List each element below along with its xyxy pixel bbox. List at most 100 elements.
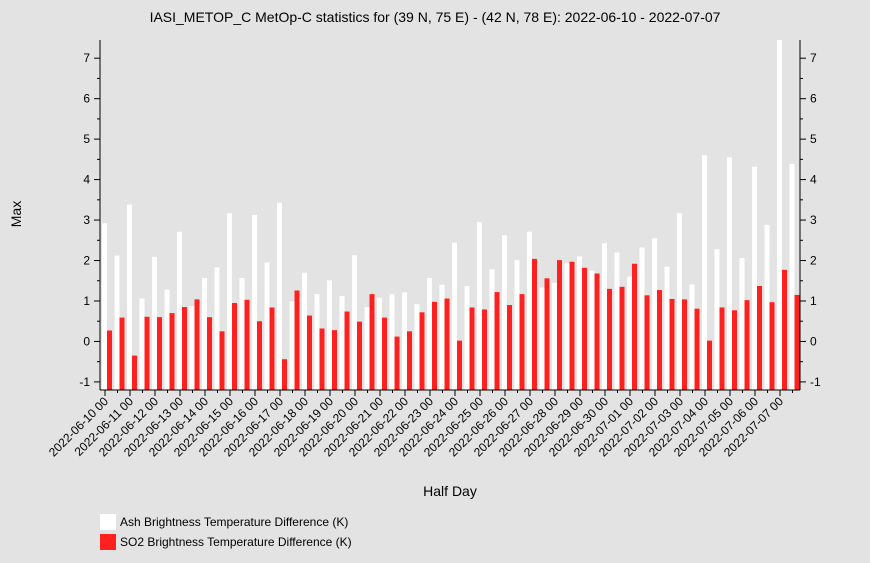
y-tick-label-left: 1 bbox=[83, 294, 90, 308]
ash-bar bbox=[639, 247, 645, 390]
ash-bar bbox=[264, 262, 270, 390]
so2-bar bbox=[557, 260, 562, 390]
so2-bar bbox=[782, 269, 787, 390]
ash-bar bbox=[402, 292, 407, 390]
y-tick-label-right: 7 bbox=[810, 51, 817, 65]
ash-bar bbox=[664, 266, 670, 390]
so2-bar bbox=[594, 273, 600, 390]
ash-bar bbox=[214, 267, 220, 390]
ash-bar bbox=[227, 213, 232, 390]
y-tick-label-left: 3 bbox=[83, 213, 90, 227]
so2-bar bbox=[132, 355, 137, 390]
so2-bar bbox=[432, 301, 437, 390]
so2-bar bbox=[719, 307, 725, 390]
so2-bar bbox=[107, 330, 112, 390]
ash-bar bbox=[489, 269, 495, 390]
so2-bar bbox=[532, 258, 537, 390]
ash-bar bbox=[552, 282, 557, 390]
ash-bar bbox=[289, 301, 295, 390]
ash-bar bbox=[727, 157, 732, 390]
ash-bar bbox=[239, 277, 245, 390]
so2-bar bbox=[257, 321, 262, 390]
legend-swatch-so2 bbox=[100, 534, 116, 550]
so2-bar bbox=[657, 290, 662, 390]
so2-bar bbox=[632, 263, 637, 390]
legend-label-so2: SO2 Brightness Temperature Difference (K… bbox=[120, 535, 352, 549]
ash-bar bbox=[352, 255, 357, 390]
ash-bar bbox=[389, 294, 395, 390]
so2-bar bbox=[144, 316, 150, 390]
ash-bar bbox=[414, 304, 420, 390]
chart-title: IASI_METOP_C MetOp-C statistics for (39 … bbox=[149, 9, 721, 25]
ash-bar bbox=[114, 255, 120, 390]
so2-bar bbox=[307, 315, 312, 390]
ash-bar bbox=[589, 270, 595, 390]
ash-bar bbox=[527, 231, 532, 390]
y-tick-label-left: 2 bbox=[83, 254, 90, 268]
y-tick-label-left: 5 bbox=[83, 132, 90, 146]
so2-bar bbox=[344, 311, 350, 390]
so2-bar bbox=[394, 336, 400, 390]
so2-bar bbox=[369, 294, 375, 390]
so2-bar bbox=[357, 321, 362, 390]
ash-bar bbox=[439, 284, 445, 390]
ash-bar bbox=[627, 276, 632, 390]
ash-bar bbox=[377, 297, 382, 390]
y-tick-label-left: 7 bbox=[83, 51, 90, 65]
ash-bar bbox=[702, 155, 707, 390]
legend-label-ash: Ash Brightness Temperature Difference (K… bbox=[120, 515, 349, 529]
so2-bar bbox=[507, 305, 512, 390]
ash-bar bbox=[202, 277, 207, 390]
so2-bar bbox=[682, 299, 687, 390]
so2-bar bbox=[157, 317, 162, 390]
so2-bar bbox=[694, 308, 700, 390]
legend-item-so2: SO2 Brightness Temperature Difference (K… bbox=[100, 532, 352, 552]
ash-bar bbox=[127, 204, 132, 390]
y-tick-label-right: 0 bbox=[810, 334, 817, 348]
y-tick-label-left: 6 bbox=[83, 92, 90, 106]
ash-bar bbox=[739, 258, 745, 390]
ash-bar bbox=[164, 289, 170, 390]
ash-bar bbox=[139, 298, 145, 390]
bars-layer bbox=[102, 40, 800, 390]
so2-bar bbox=[282, 359, 287, 390]
y-tick-label-right: 5 bbox=[810, 132, 817, 146]
y-tick-label-right: 4 bbox=[810, 173, 817, 187]
ash-bar bbox=[539, 287, 545, 390]
so2-bar bbox=[232, 303, 237, 390]
y-axis-label: Max bbox=[8, 200, 24, 228]
so2-bar bbox=[732, 310, 737, 390]
so2-bar bbox=[644, 295, 650, 390]
y-tick-label-left: -1 bbox=[79, 375, 90, 389]
x-axis-label: Half Day bbox=[423, 483, 477, 499]
so2-bar bbox=[219, 331, 225, 390]
so2-bar bbox=[569, 261, 575, 390]
so2-bar bbox=[194, 299, 200, 390]
ash-bar bbox=[502, 235, 507, 390]
so2-bar bbox=[744, 300, 750, 390]
ash-bar bbox=[452, 242, 457, 390]
so2-bar bbox=[482, 309, 487, 390]
so2-bar bbox=[444, 298, 450, 390]
ash-bar bbox=[677, 213, 682, 390]
y-tick-label-right: 1 bbox=[810, 294, 817, 308]
so2-bar bbox=[669, 298, 675, 390]
ash-bar bbox=[564, 263, 570, 390]
ash-bar bbox=[314, 294, 320, 390]
ash-bar bbox=[777, 40, 782, 390]
ash-bar bbox=[302, 272, 307, 390]
so2-bar bbox=[419, 312, 425, 390]
so2-bar bbox=[169, 313, 175, 390]
so2-bar bbox=[294, 290, 300, 390]
so2-bar bbox=[382, 317, 387, 390]
ash-bar bbox=[427, 277, 432, 390]
legend: Ash Brightness Temperature Difference (K… bbox=[100, 512, 352, 552]
ash-bar bbox=[652, 238, 657, 390]
so2-bar bbox=[607, 288, 612, 390]
legend-item-ash: Ash Brightness Temperature Difference (K… bbox=[100, 512, 352, 532]
y-tick-label-right: 6 bbox=[810, 92, 817, 106]
y-tick-label-left: 4 bbox=[83, 173, 90, 187]
ash-bar bbox=[102, 223, 107, 390]
